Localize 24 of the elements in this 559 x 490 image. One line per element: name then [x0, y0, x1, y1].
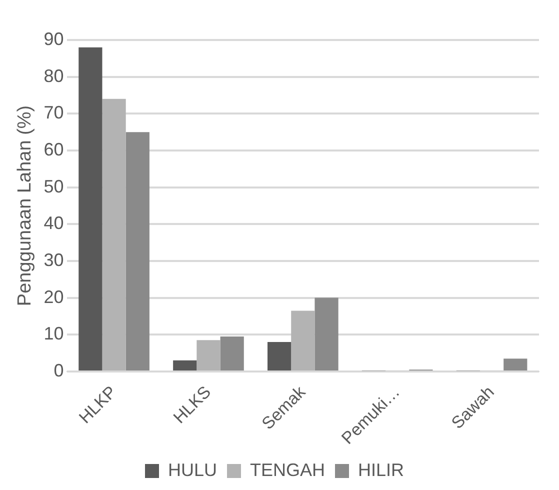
y-tick-label: 70 — [44, 102, 64, 123]
y-tick-label: 0 — [54, 360, 64, 380]
y-tick-label: 30 — [44, 250, 64, 270]
y-tick-label: 40 — [44, 213, 64, 234]
legend-label: HILIR — [358, 460, 404, 480]
bar — [268, 342, 292, 370]
y-tick-label: 20 — [44, 286, 64, 307]
bar — [504, 358, 528, 370]
y-tick-label: 50 — [44, 176, 64, 196]
legend-label: HULU — [168, 460, 218, 480]
bar — [102, 98, 126, 370]
bar — [196, 340, 220, 370]
bar — [314, 298, 338, 370]
y-tick-label: 90 — [44, 28, 64, 49]
legend-label: TENGAH — [250, 460, 326, 480]
y-tick-label: 10 — [44, 324, 64, 344]
bar — [291, 310, 315, 370]
bar — [78, 47, 102, 370]
bar — [173, 360, 197, 370]
y-tick-label: 60 — [44, 139, 64, 160]
y-tick-label: 80 — [44, 66, 64, 86]
bar — [220, 336, 244, 370]
bar — [126, 132, 150, 370]
y-axis-title: Penggunaan Lahan (%) — [14, 105, 36, 306]
